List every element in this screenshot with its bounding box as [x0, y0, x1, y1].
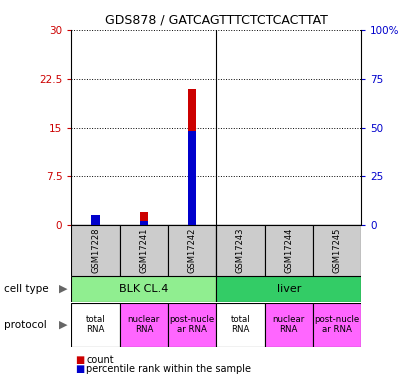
Text: post-nucle
ar RNA: post-nucle ar RNA: [315, 315, 360, 334]
Text: cell type: cell type: [4, 284, 49, 294]
Text: ■: ■: [76, 355, 85, 365]
Text: total
RNA: total RNA: [86, 315, 105, 334]
FancyBboxPatch shape: [71, 303, 120, 347]
Text: protocol: protocol: [4, 320, 47, 330]
Bar: [139, 212, 148, 225]
Text: ▶: ▶: [59, 284, 67, 294]
FancyBboxPatch shape: [120, 303, 168, 347]
FancyBboxPatch shape: [216, 276, 361, 302]
Text: GSM17241: GSM17241: [139, 228, 148, 273]
FancyBboxPatch shape: [168, 303, 216, 347]
FancyBboxPatch shape: [265, 225, 313, 276]
FancyBboxPatch shape: [168, 225, 216, 276]
Text: count: count: [86, 355, 114, 365]
FancyBboxPatch shape: [313, 303, 361, 347]
FancyBboxPatch shape: [216, 303, 265, 347]
Bar: [139, 221, 148, 225]
Text: liver: liver: [276, 284, 301, 294]
Title: GDS878 / GATCAGTTTCTCTCACTTAT: GDS878 / GATCAGTTTCTCTCACTTAT: [105, 13, 328, 26]
Text: nuclear
RNA: nuclear RNA: [128, 315, 160, 334]
Text: ■: ■: [76, 364, 85, 374]
Text: post-nucle
ar RNA: post-nucle ar RNA: [170, 315, 215, 334]
Text: GSM17242: GSM17242: [188, 228, 197, 273]
Text: GSM17243: GSM17243: [236, 228, 245, 273]
Text: GSM17245: GSM17245: [333, 228, 341, 273]
FancyBboxPatch shape: [120, 225, 168, 276]
FancyBboxPatch shape: [313, 225, 361, 276]
Text: GSM17228: GSM17228: [91, 228, 100, 273]
FancyBboxPatch shape: [216, 225, 265, 276]
Text: total
RNA: total RNA: [231, 315, 250, 334]
Bar: [91, 219, 100, 225]
Text: ▶: ▶: [59, 320, 67, 330]
FancyBboxPatch shape: [71, 276, 216, 302]
FancyBboxPatch shape: [265, 303, 313, 347]
Text: BLK CL.4: BLK CL.4: [119, 284, 168, 294]
Text: GSM17244: GSM17244: [284, 228, 293, 273]
Bar: [91, 215, 100, 225]
Bar: [188, 131, 197, 225]
FancyBboxPatch shape: [71, 225, 120, 276]
Bar: [188, 88, 197, 225]
Text: percentile rank within the sample: percentile rank within the sample: [86, 364, 251, 374]
Text: nuclear
RNA: nuclear RNA: [273, 315, 305, 334]
